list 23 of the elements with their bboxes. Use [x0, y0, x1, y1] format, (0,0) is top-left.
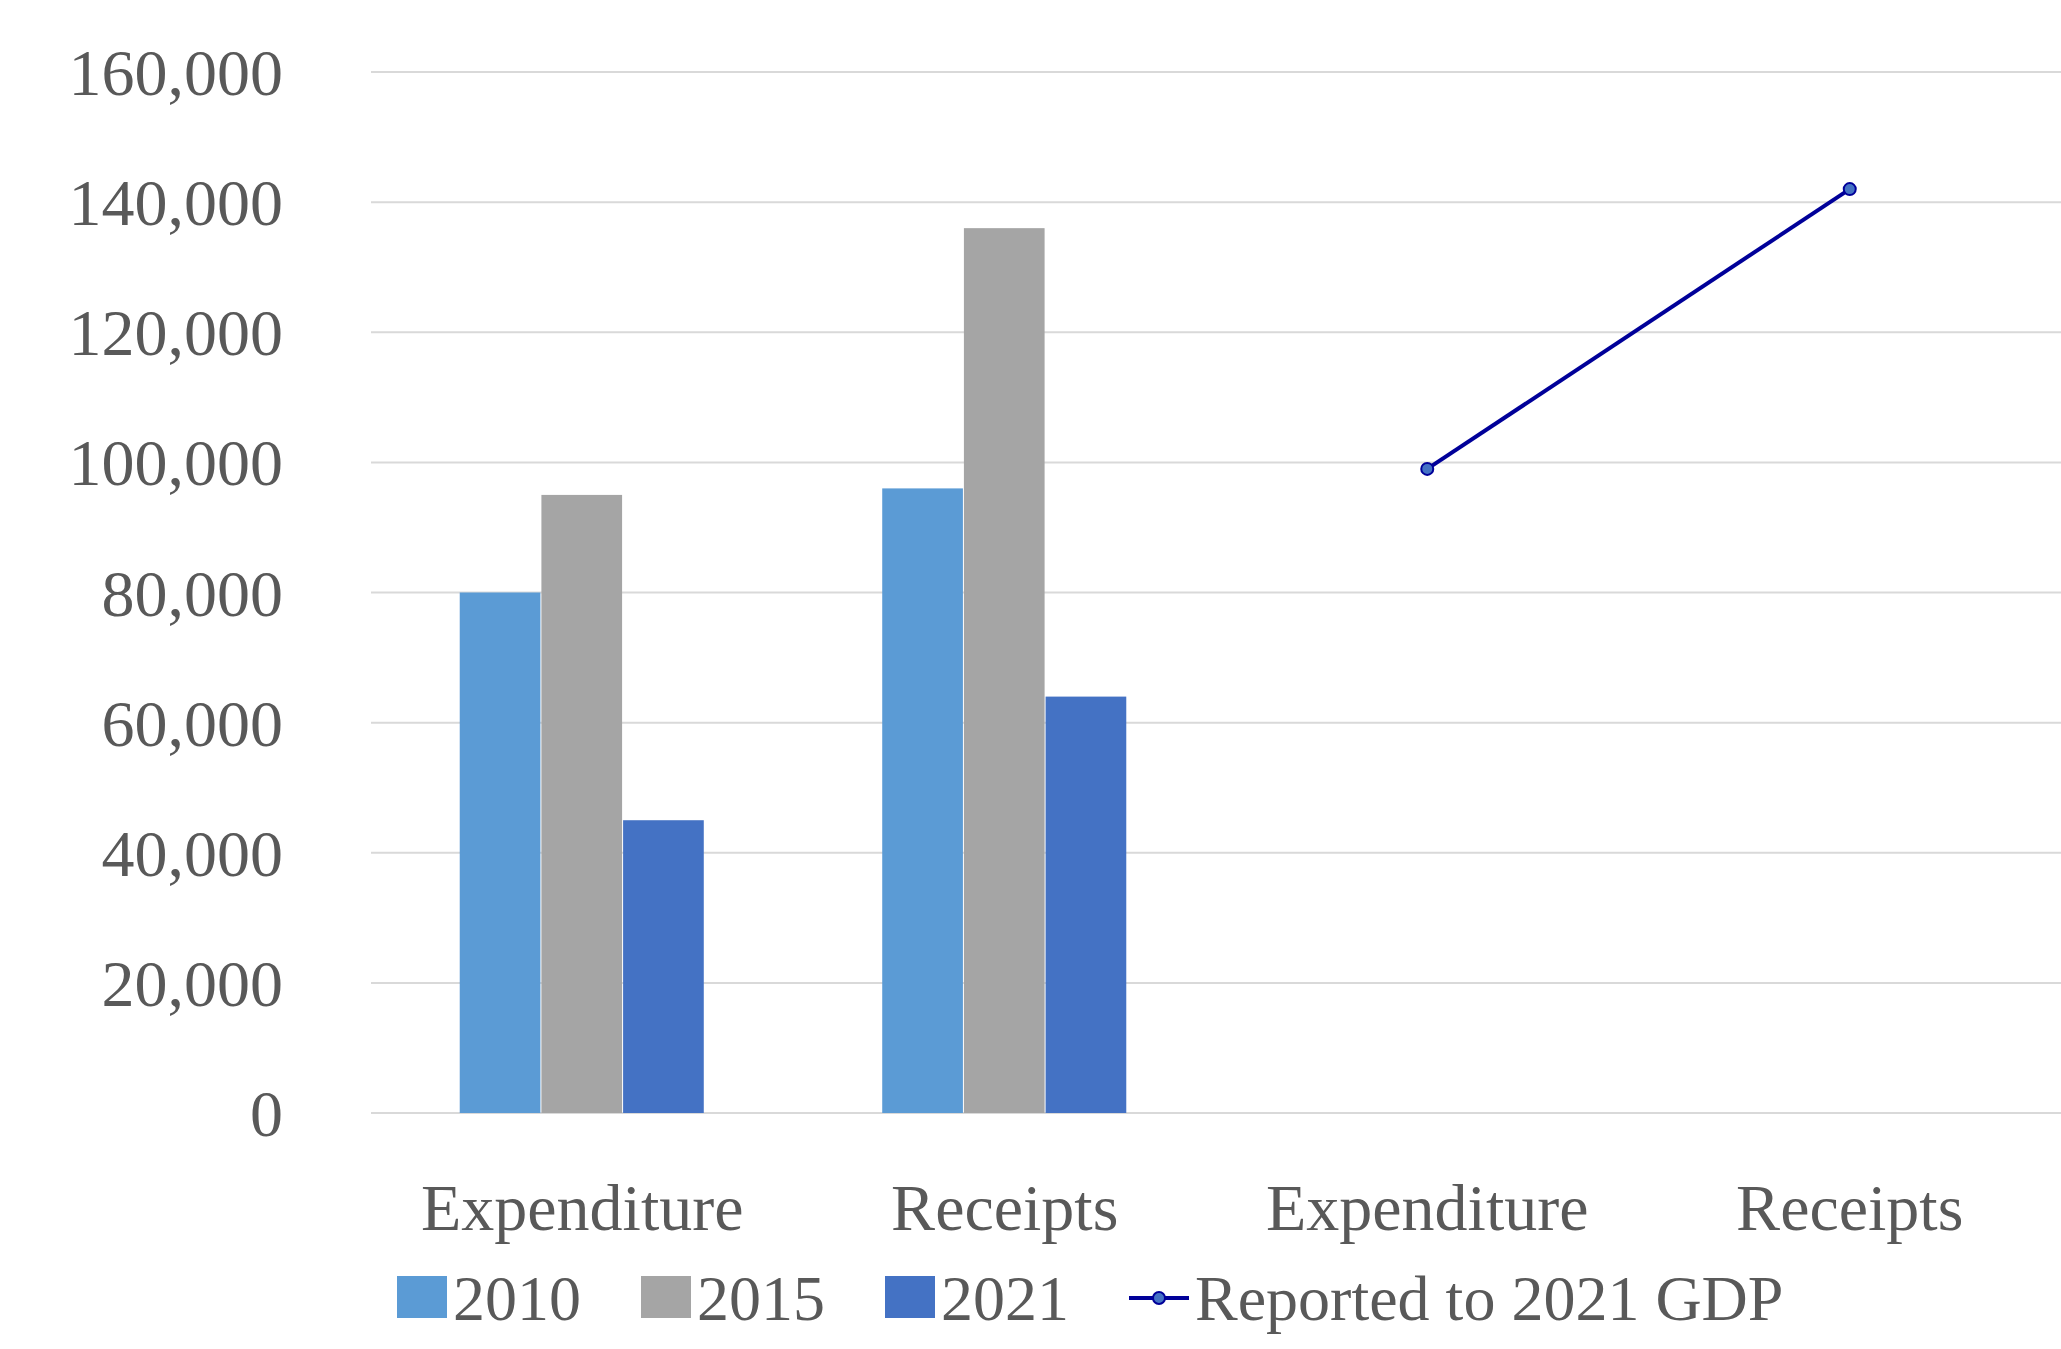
y-tick-label: 140,000 — [68, 166, 283, 240]
y-tick-label: 20,000 — [101, 946, 283, 1020]
bar — [882, 488, 963, 1113]
bar — [623, 820, 704, 1113]
x-tick-label: Receipts — [891, 1171, 1119, 1244]
x-tick-label: Receipts — [1736, 1171, 1964, 1244]
y-tick-label: 40,000 — [101, 816, 283, 890]
y-tick-label: 100,000 — [68, 426, 283, 500]
y-tick-label: 160,000 — [68, 36, 283, 110]
y-tick-label: 120,000 — [68, 296, 283, 370]
bar — [541, 494, 623, 1113]
x-tick-label: Expenditure — [1265, 1171, 1589, 1244]
legend-label: Reported to 2021 GDP — [1195, 1263, 1784, 1335]
bar — [963, 228, 1045, 1113]
y-tick-label: 60,000 — [101, 686, 283, 760]
bar — [459, 592, 541, 1113]
y-tick-label: 80,000 — [101, 556, 283, 630]
legend-label: 2021 — [941, 1263, 1069, 1335]
bar — [1045, 696, 1127, 1113]
legend-label: 2015 — [697, 1263, 825, 1335]
x-tick-label: Expenditure — [420, 1171, 744, 1244]
legend-label: 2010 — [453, 1263, 581, 1335]
y-tick-label: 0 — [250, 1077, 283, 1151]
